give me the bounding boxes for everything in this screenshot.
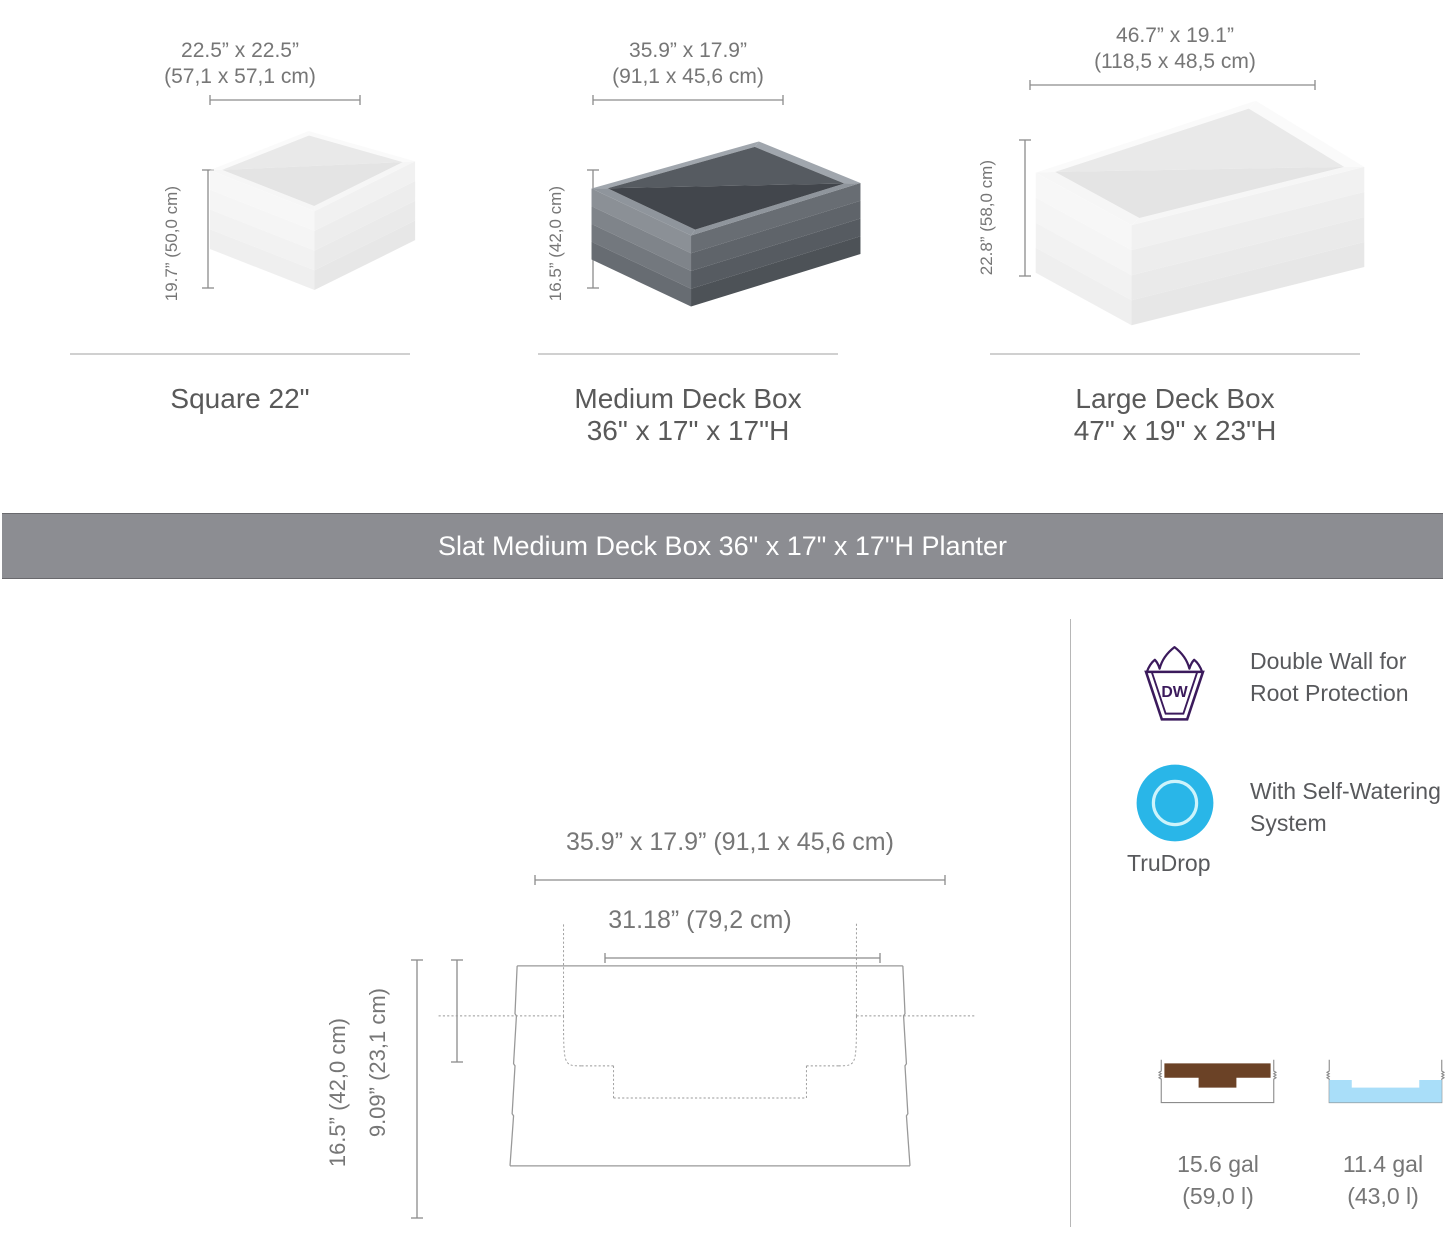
- svg-text:DW: DW: [1161, 684, 1187, 701]
